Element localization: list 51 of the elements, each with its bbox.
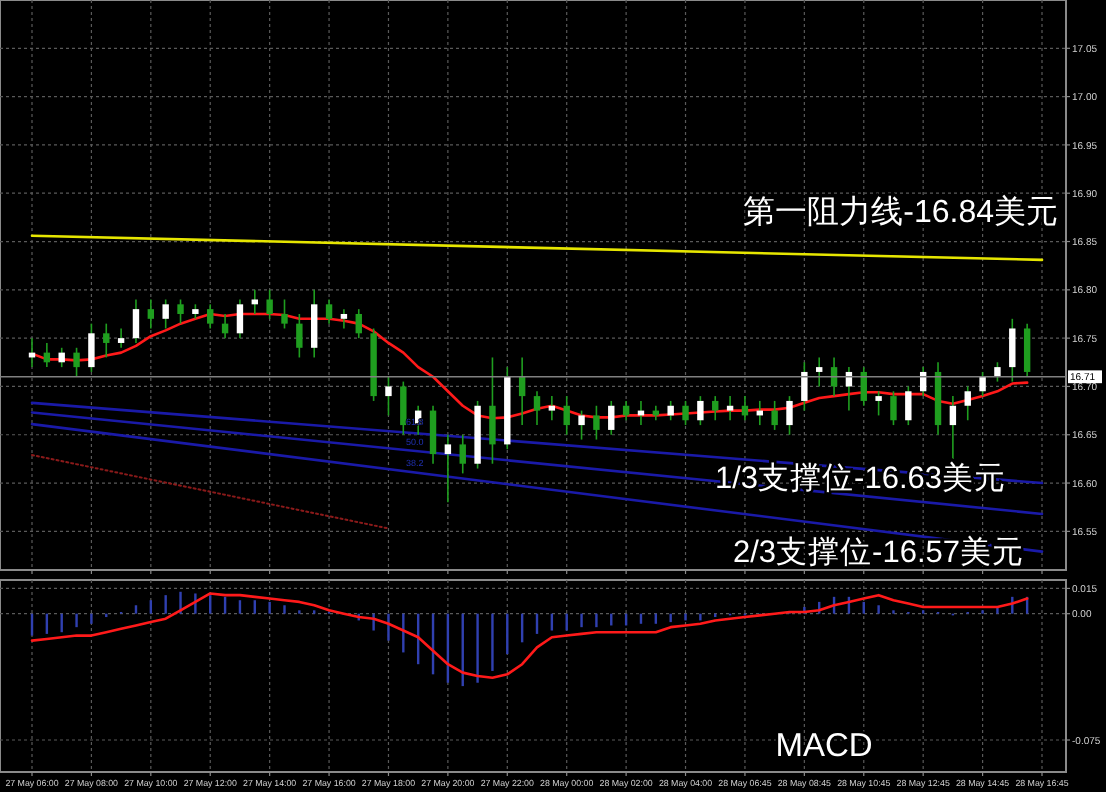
candlestick bbox=[103, 322, 110, 359]
candlestick bbox=[88, 322, 95, 373]
annotation: MACD bbox=[775, 728, 873, 764]
line-series bbox=[30, 592, 1029, 679]
candlestick bbox=[593, 404, 600, 441]
candlestick bbox=[236, 298, 244, 339]
candlestick bbox=[325, 298, 333, 325]
candlestick bbox=[994, 361, 1001, 383]
candlestick bbox=[563, 395, 570, 436]
candlestick bbox=[340, 308, 348, 330]
candlestick bbox=[147, 298, 155, 330]
candlestick bbox=[355, 308, 362, 339]
candlestick bbox=[132, 298, 140, 344]
candlestick bbox=[667, 400, 674, 422]
candlestick bbox=[400, 380, 407, 436]
candlestick bbox=[964, 385, 971, 422]
annotation: 第一阻力线-16.84美元 bbox=[743, 194, 1058, 230]
candlestick bbox=[1009, 318, 1016, 383]
candlestick bbox=[311, 289, 318, 359]
candlestick bbox=[875, 390, 882, 417]
candlestick bbox=[177, 298, 184, 325]
candlestick bbox=[816, 356, 823, 388]
candlestick bbox=[949, 395, 957, 460]
candlestick bbox=[548, 395, 556, 422]
candlestick bbox=[162, 298, 169, 330]
candlestick bbox=[771, 400, 778, 431]
candlestick bbox=[1023, 322, 1031, 378]
candlestick bbox=[578, 409, 585, 441]
candlestick bbox=[251, 289, 258, 315]
candlestick bbox=[890, 390, 897, 426]
candlestick bbox=[801, 361, 808, 412]
candlestick bbox=[533, 390, 541, 426]
candlestick bbox=[385, 375, 392, 417]
candlestick bbox=[296, 313, 303, 359]
candlestick bbox=[459, 433, 466, 475]
candlestick bbox=[281, 298, 288, 330]
candlestick bbox=[979, 371, 986, 397]
candlestick bbox=[266, 289, 273, 320]
candlestick bbox=[682, 400, 689, 426]
candlestick bbox=[73, 347, 80, 378]
candlestick bbox=[905, 385, 912, 426]
candlestick bbox=[786, 395, 793, 436]
candlestick bbox=[207, 303, 214, 330]
candlestick bbox=[726, 395, 734, 422]
candlestick bbox=[429, 404, 437, 465]
candlestick bbox=[697, 395, 704, 426]
candlestick bbox=[489, 356, 496, 465]
candlestick bbox=[117, 327, 125, 349]
candlestick bbox=[608, 400, 615, 436]
candlestick bbox=[444, 433, 452, 504]
candlestick bbox=[712, 395, 719, 422]
